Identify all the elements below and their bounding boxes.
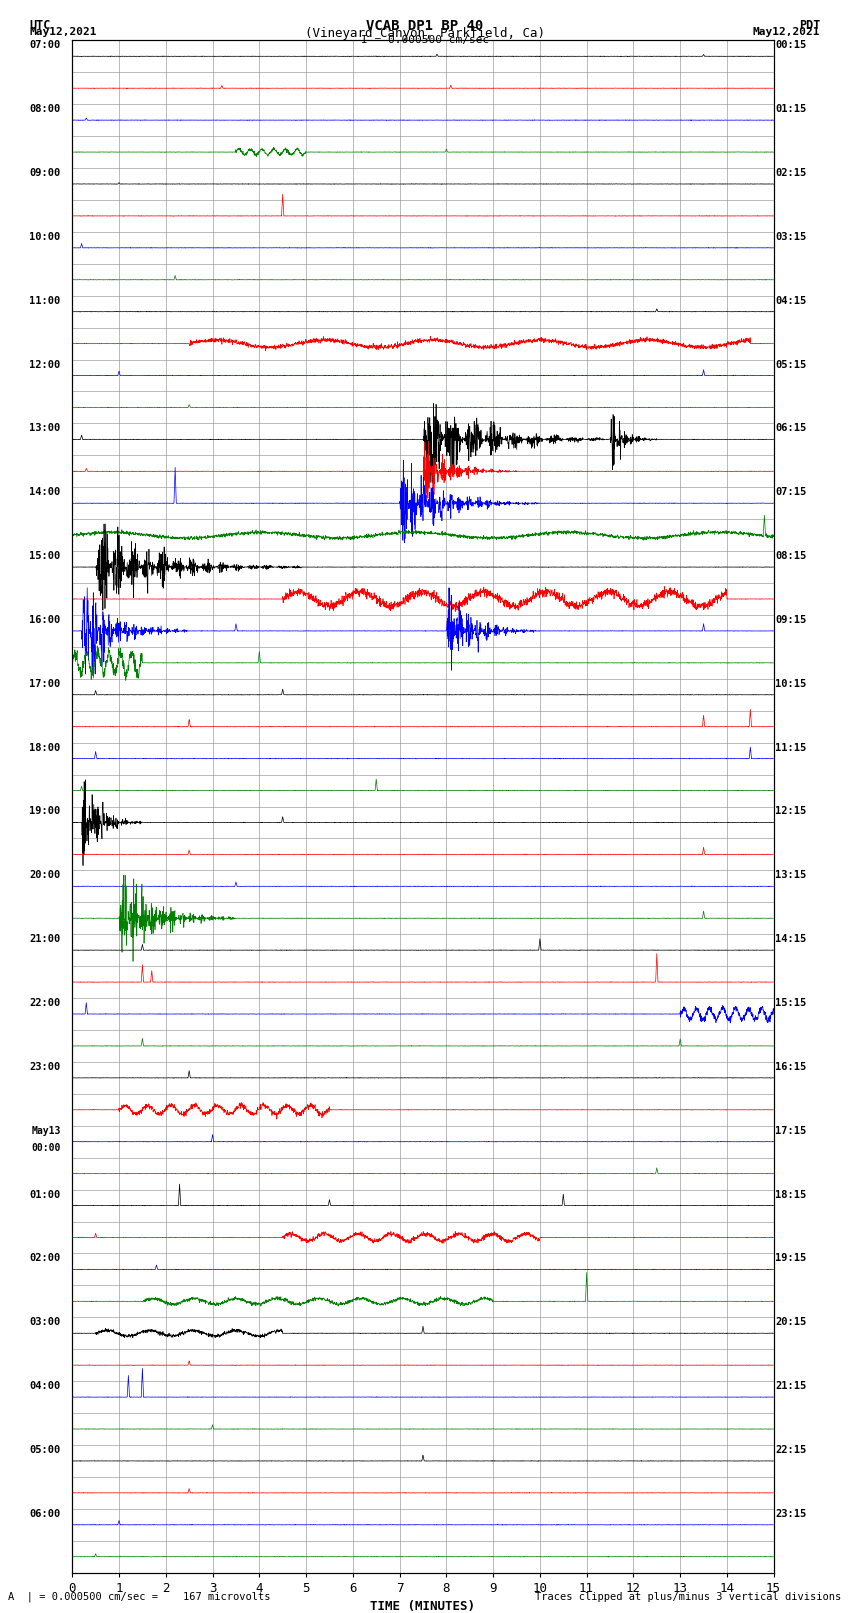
Text: 21:15: 21:15 (775, 1381, 806, 1390)
Text: 02:00: 02:00 (29, 1253, 60, 1263)
Text: 04:00: 04:00 (29, 1381, 60, 1390)
Text: 16:00: 16:00 (29, 615, 60, 624)
Text: May13: May13 (31, 1126, 60, 1136)
Text: 17:15: 17:15 (775, 1126, 806, 1136)
Text: 06:00: 06:00 (29, 1508, 60, 1519)
Text: 07:00: 07:00 (29, 40, 60, 50)
Text: 02:15: 02:15 (775, 168, 806, 177)
Text: 10:00: 10:00 (29, 232, 60, 242)
Text: 05:15: 05:15 (775, 360, 806, 369)
Text: 13:15: 13:15 (775, 871, 806, 881)
Text: 17:00: 17:00 (29, 679, 60, 689)
Text: 21:00: 21:00 (29, 934, 60, 944)
Text: May12,2021: May12,2021 (30, 26, 97, 37)
Text: A  | = 0.000500 cm/sec =    167 microvolts: A | = 0.000500 cm/sec = 167 microvolts (8, 1590, 271, 1602)
Text: 20:00: 20:00 (29, 871, 60, 881)
Text: 12:00: 12:00 (29, 360, 60, 369)
Text: 15:00: 15:00 (29, 552, 60, 561)
Text: 05:00: 05:00 (29, 1445, 60, 1455)
Text: 04:15: 04:15 (775, 295, 806, 306)
Text: 12:15: 12:15 (775, 806, 806, 816)
Text: 16:15: 16:15 (775, 1061, 806, 1073)
Text: 22:15: 22:15 (775, 1445, 806, 1455)
Text: 01:00: 01:00 (29, 1190, 60, 1200)
Text: 00:00: 00:00 (31, 1144, 60, 1153)
Text: 07:15: 07:15 (775, 487, 806, 497)
Text: 09:00: 09:00 (29, 168, 60, 177)
Text: 03:15: 03:15 (775, 232, 806, 242)
Text: VCAB DP1 BP 40: VCAB DP1 BP 40 (366, 18, 484, 32)
Text: 18:00: 18:00 (29, 742, 60, 753)
Text: 00:15: 00:15 (775, 40, 806, 50)
Text: I = 0.000500 cm/sec: I = 0.000500 cm/sec (361, 35, 489, 45)
Text: May12,2021: May12,2021 (753, 26, 820, 37)
Text: 18:15: 18:15 (775, 1190, 806, 1200)
Text: 11:00: 11:00 (29, 295, 60, 306)
Text: 23:00: 23:00 (29, 1061, 60, 1073)
Text: 14:00: 14:00 (29, 487, 60, 497)
Text: 19:15: 19:15 (775, 1253, 806, 1263)
Text: 19:00: 19:00 (29, 806, 60, 816)
Text: 14:15: 14:15 (775, 934, 806, 944)
Text: 11:15: 11:15 (775, 742, 806, 753)
X-axis label: TIME (MINUTES): TIME (MINUTES) (371, 1600, 475, 1613)
Text: 15:15: 15:15 (775, 998, 806, 1008)
Text: (Vineyard Canyon, Parkfield, Ca): (Vineyard Canyon, Parkfield, Ca) (305, 26, 545, 40)
Text: 01:15: 01:15 (775, 105, 806, 115)
Text: 23:15: 23:15 (775, 1508, 806, 1519)
Text: 09:15: 09:15 (775, 615, 806, 624)
Text: 13:00: 13:00 (29, 424, 60, 434)
Text: 06:15: 06:15 (775, 424, 806, 434)
Text: 03:00: 03:00 (29, 1318, 60, 1327)
Text: 08:00: 08:00 (29, 105, 60, 115)
Text: 22:00: 22:00 (29, 998, 60, 1008)
Text: PDT: PDT (799, 18, 820, 32)
Text: UTC: UTC (30, 18, 51, 32)
Text: 08:15: 08:15 (775, 552, 806, 561)
Text: 20:15: 20:15 (775, 1318, 806, 1327)
Text: 10:15: 10:15 (775, 679, 806, 689)
Text: Traces clipped at plus/minus 3 vertical divisions: Traces clipped at plus/minus 3 vertical … (536, 1592, 842, 1602)
